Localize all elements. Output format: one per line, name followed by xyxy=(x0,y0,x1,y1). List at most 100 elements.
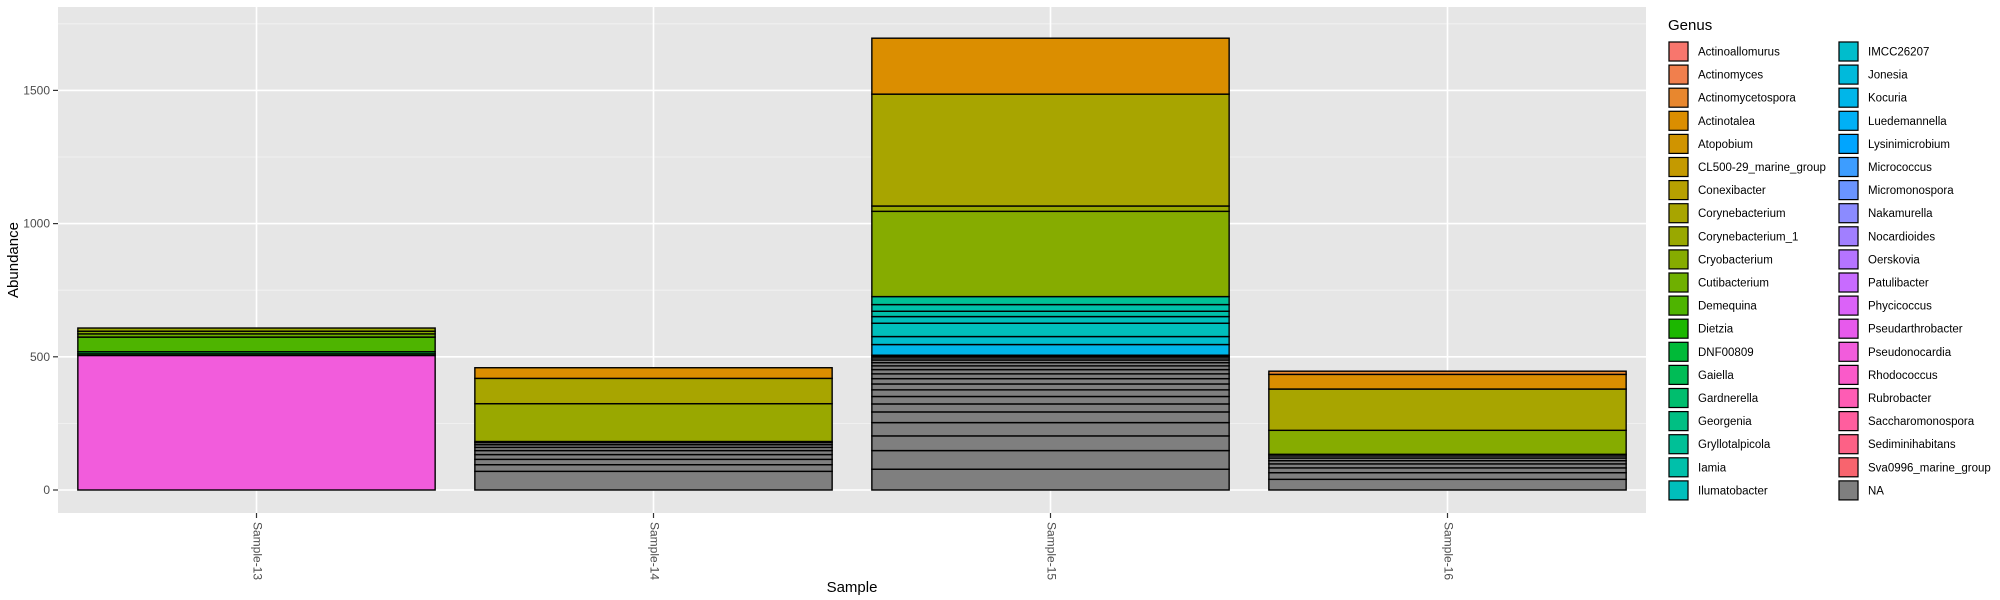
legend-label: Nakamurella xyxy=(1868,208,1933,220)
legend-swatch xyxy=(1668,203,1689,224)
legend-label: Phycicoccus xyxy=(1868,301,1932,313)
legend-label: Lysinimicrobium xyxy=(1868,139,1950,151)
legend-label: Patulibacter xyxy=(1868,278,1929,290)
legend-swatch xyxy=(1668,64,1689,85)
legend-item: NA xyxy=(1838,479,1884,501)
legend-item: Rubrobacter xyxy=(1838,387,1931,409)
legend-label: Atopobium xyxy=(1698,139,1753,151)
legend-label: Gardnerella xyxy=(1698,393,1759,405)
legend-label: Rhodococcus xyxy=(1868,370,1938,382)
legend-swatch xyxy=(1668,133,1689,154)
legend-label: Pseudarthrobacter xyxy=(1868,324,1963,336)
bar-segment xyxy=(871,468,1230,491)
x-axis-title: Sample xyxy=(827,579,878,596)
y-axis-title: Abundance xyxy=(5,222,22,298)
legend-label: Demequina xyxy=(1698,301,1757,313)
x-tick-label: Sample-16 xyxy=(1441,522,1455,580)
legend-swatch xyxy=(1838,295,1859,316)
legend-label: IMCC26207 xyxy=(1868,47,1929,59)
legend-item: Dietzia xyxy=(1668,318,1734,340)
legend-label: Saccharomonospora xyxy=(1868,416,1975,428)
legend-item: Actinomycetospora xyxy=(1668,87,1796,109)
legend-swatch xyxy=(1668,295,1689,316)
legend-label: Ilumatobacter xyxy=(1698,485,1768,497)
legend-label: Luedemannella xyxy=(1868,116,1947,128)
bar-segment xyxy=(474,402,833,443)
bar-segment xyxy=(474,458,833,466)
legend-swatch xyxy=(1838,457,1859,478)
bar-segment xyxy=(1268,373,1627,390)
legend-item: Nocardioides xyxy=(1838,225,1935,247)
legend-swatch xyxy=(1838,203,1859,224)
legend-label: Dietzia xyxy=(1698,324,1734,336)
bar-segment xyxy=(871,322,1230,338)
legend-item: Conexibacter xyxy=(1668,179,1766,201)
legend-swatch xyxy=(1668,41,1689,62)
legend-item: Iamia xyxy=(1668,456,1727,478)
legend-label: Conexibacter xyxy=(1698,185,1766,197)
legend: Genus Actinoallomurus Actinomyces Actinomy… xyxy=(1668,17,1991,501)
legend-swatch xyxy=(1838,249,1859,270)
legend-label: Actinomycetospora xyxy=(1698,93,1796,105)
bar-segment xyxy=(871,315,1230,324)
bar-segment xyxy=(474,367,833,380)
legend-label: Oerskovia xyxy=(1868,254,1920,266)
bar-stack-Sample-16 xyxy=(1268,370,1627,491)
legend-label: Iamia xyxy=(1698,462,1727,474)
legend-item: Micrococcus xyxy=(1838,156,1932,178)
legend-swatch xyxy=(1668,272,1689,293)
bars xyxy=(77,37,1627,491)
legend-item: Gaiella xyxy=(1668,364,1734,386)
legend-item: Saccharomonospora xyxy=(1838,410,1975,432)
legend-item: Cryobacterium xyxy=(1668,248,1773,270)
legend-item: Gryllotalpicola xyxy=(1668,433,1771,455)
legend-swatch xyxy=(1838,341,1859,362)
bar-segment xyxy=(1268,471,1627,481)
legend-label: Actinotalea xyxy=(1698,116,1756,128)
bar-segment xyxy=(871,295,1230,306)
legend-item: Demequina xyxy=(1668,295,1757,317)
y-tick-label: 0 xyxy=(43,483,50,497)
bar-segment xyxy=(871,421,1230,437)
legend-item: Georgenia xyxy=(1668,410,1752,432)
legend-item: Lysinimicrobium xyxy=(1838,133,1950,155)
x-tick-label: Sample-13 xyxy=(250,522,264,580)
legend-label: Georgenia xyxy=(1698,416,1752,428)
legend-swatch xyxy=(1838,318,1859,339)
x-tick-label: Sample-15 xyxy=(1044,522,1058,580)
legend-swatch xyxy=(1838,272,1859,293)
bar-segment xyxy=(871,395,1230,405)
legend-swatch xyxy=(1838,180,1859,201)
legend-item: Actinotalea xyxy=(1668,110,1756,132)
legend-item: Actinomyces xyxy=(1668,64,1763,86)
legend-label: DNF00809 xyxy=(1698,347,1754,359)
x-tick-label: Sample-14 xyxy=(647,522,661,580)
legend-item: Jonesia xyxy=(1838,64,1908,86)
legend-label: Sediminihabitans xyxy=(1868,439,1956,451)
bar-segment xyxy=(871,411,1230,424)
legend-swatch xyxy=(1668,87,1689,108)
bar-segment xyxy=(1268,370,1627,376)
legend-item: Actinoallomurus xyxy=(1668,41,1780,62)
legend-label: Actinomyces xyxy=(1698,70,1763,82)
legend-swatch xyxy=(1668,411,1689,432)
bar-segment xyxy=(1268,478,1627,491)
legend-title: Genus xyxy=(1668,17,1712,34)
bar-segment xyxy=(871,310,1230,318)
bar-segment xyxy=(474,377,833,405)
bar-segment xyxy=(871,383,1230,391)
bar-segment xyxy=(77,354,436,491)
bar-stack-Sample-13 xyxy=(77,327,436,491)
legend-swatch xyxy=(1838,64,1859,85)
legend-label: Micrococcus xyxy=(1868,162,1932,174)
legend-item: CL500-29_marine_group xyxy=(1668,156,1826,178)
bar-segment xyxy=(474,463,833,473)
legend-label: Nocardioides xyxy=(1868,231,1935,243)
legend-label: Jonesia xyxy=(1868,70,1908,82)
legend-swatch xyxy=(1668,318,1689,339)
bar-segment xyxy=(871,343,1230,356)
bar-segment xyxy=(474,470,833,491)
bar-segment xyxy=(871,389,1230,398)
legend-swatch xyxy=(1838,110,1859,131)
